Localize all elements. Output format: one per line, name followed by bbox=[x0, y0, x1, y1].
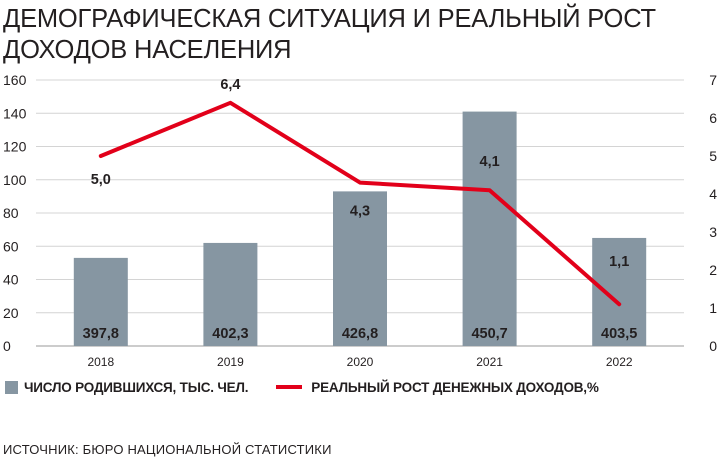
right-tick-4: 4 bbox=[709, 186, 717, 202]
line-label-2018: 5,0 bbox=[91, 172, 111, 188]
right-tick-3: 3 bbox=[709, 224, 717, 240]
right-axis-ticks: 0 1 2 3 4 5 6 7 bbox=[709, 72, 717, 354]
line-label-2020: 4,3 bbox=[350, 204, 370, 220]
legend: ЧИСЛО РОДИВШИХСЯ, ТЫС. ЧЕЛ. РЕАЛЬНЫЙ РОС… bbox=[5, 376, 599, 398]
bar-label-2018: 397,8 bbox=[83, 326, 119, 342]
left-tick-40: 40 bbox=[3, 272, 19, 288]
x-axis-ticks: 2018 2019 2020 2021 2022 bbox=[87, 355, 632, 369]
line-value-labels: 5,0 6,4 4,3 4,1 1,1 bbox=[91, 77, 630, 270]
right-tick-7: 7 bbox=[709, 72, 717, 88]
right-tick-5: 5 bbox=[709, 148, 717, 164]
x-tick-2021: 2021 bbox=[476, 355, 503, 369]
bar-2019 bbox=[203, 242, 258, 346]
bar-2021 bbox=[462, 111, 517, 347]
x-tick-2019: 2019 bbox=[217, 355, 244, 369]
bar-legend-swatch bbox=[5, 380, 18, 394]
right-tick-6: 6 bbox=[709, 110, 717, 126]
x-tick-2020: 2020 bbox=[347, 355, 374, 369]
left-axis-ticks: 0 20 40 60 80 100 120 140 160 bbox=[3, 72, 27, 354]
bar-2022 bbox=[592, 237, 647, 346]
line-legend-swatch bbox=[276, 385, 303, 389]
left-tick-80: 80 bbox=[3, 205, 19, 221]
bar-label-2020: 426,8 bbox=[342, 326, 378, 342]
line-label-2021: 4,1 bbox=[480, 154, 500, 170]
left-tick-100: 100 bbox=[3, 172, 27, 188]
left-tick-60: 60 bbox=[3, 238, 19, 254]
left-tick-140: 140 bbox=[3, 105, 27, 121]
bar-value-labels: 397,8 402,3 426,8 450,7 403,5 bbox=[83, 326, 638, 342]
right-tick-0: 0 bbox=[709, 338, 717, 354]
bar-2018 bbox=[73, 257, 128, 346]
income-line bbox=[98, 100, 622, 307]
left-tick-20: 20 bbox=[3, 305, 19, 321]
line-legend-label: РЕАЛЬНЫЙ РОСТ ДЕНЕЖНЫХ ДОХОДОВ,% bbox=[311, 379, 599, 395]
bar-label-2022: 403,5 bbox=[601, 326, 637, 342]
right-tick-2: 2 bbox=[709, 262, 717, 278]
line-label-2019: 6,4 bbox=[220, 77, 240, 93]
source-note: ИСТОЧНИК: БЮРО НАЦИОНАЛЬНОЙ СТАТИСТИКИ bbox=[3, 442, 332, 457]
income-line-series bbox=[98, 100, 622, 307]
bar-legend-label: ЧИСЛО РОДИВШИХСЯ, ТЫС. ЧЕЛ. bbox=[24, 379, 249, 395]
left-tick-0: 0 bbox=[3, 338, 11, 354]
left-tick-160: 160 bbox=[3, 72, 27, 88]
bar-2020 bbox=[333, 191, 387, 346]
x-tick-2022: 2022 bbox=[606, 355, 633, 369]
chart-title: ДЕМОГРАФИЧЕСКАЯ СИТУАЦИЯ И РЕАЛЬНЫЙ РОСТ… bbox=[3, 5, 656, 64]
combo-chart: 0 20 40 60 80 100 120 140 160 0 1 2 3 4 5 6 7 397,8 402,… bbox=[3, 72, 717, 369]
x-tick-2018: 2018 bbox=[87, 355, 114, 369]
left-tick-120: 120 bbox=[3, 139, 27, 155]
line-label-2022: 1,1 bbox=[609, 254, 629, 270]
bar-label-2019: 402,3 bbox=[212, 326, 248, 342]
bar-label-2021: 450,7 bbox=[471, 326, 507, 342]
right-tick-1: 1 bbox=[709, 300, 717, 316]
birth-bars bbox=[73, 111, 647, 347]
